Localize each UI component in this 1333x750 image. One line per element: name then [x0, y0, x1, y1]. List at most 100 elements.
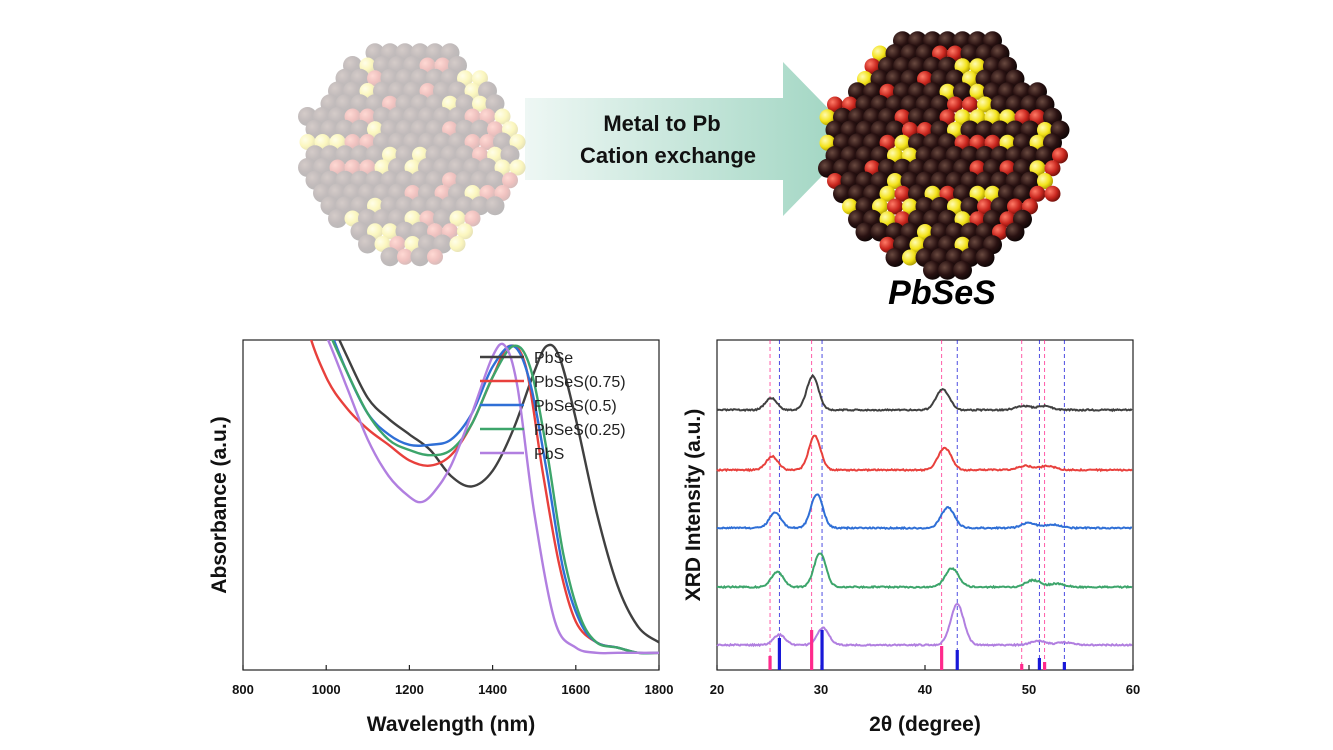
atom-sphere — [455, 196, 475, 216]
atom-sphere — [947, 96, 963, 113]
xrd-x-ticks: 20 30 40 50 60 — [710, 665, 1140, 697]
atom-sphere — [960, 44, 980, 63]
xrd-line-pbse — [716, 373, 1133, 413]
atom-sphere — [425, 43, 445, 63]
absorbance-legend: PbSe PbSeS(0.75) PbSeS(0.5) PbSeS(0.25) PbS — [480, 350, 626, 463]
atom-sphere — [479, 134, 496, 150]
atom-sphere — [328, 209, 347, 228]
atom-sphere — [433, 234, 452, 254]
atom-sphere — [457, 223, 473, 240]
atom-sphere — [1020, 95, 1040, 114]
atom-sphere — [500, 145, 520, 165]
atom-sphere — [427, 248, 443, 265]
atom-sphere — [485, 94, 505, 114]
absorbance-x-ticks: 800 1000 1200 1400 1600 1800 — [232, 665, 673, 697]
atom-sphere — [1013, 184, 1032, 204]
atom-sphere — [320, 119, 340, 139]
atom-sphere — [894, 185, 911, 202]
xrd-series — [716, 373, 1133, 648]
atom-sphere — [502, 172, 518, 189]
atom-sphere — [990, 120, 1010, 140]
atom-sphere — [1044, 185, 1061, 202]
atom-sphere — [885, 248, 905, 267]
atom-sphere — [1005, 95, 1025, 114]
atom-sphere — [449, 210, 466, 227]
atom-sphere — [908, 107, 927, 127]
atom-sphere — [380, 247, 400, 267]
atom-sphere — [470, 119, 490, 139]
atom-sphere — [923, 260, 942, 280]
reference-stick — [955, 650, 959, 670]
atom-sphere — [902, 249, 918, 266]
atom-sphere — [885, 120, 905, 140]
x-tick-label: 1800 — [645, 682, 674, 697]
legend-label: PbS — [534, 446, 564, 463]
atom-sphere — [1029, 185, 1046, 202]
atom-sphere — [1035, 146, 1055, 165]
schematic: Metal to Pb Cation exchange PbSeS — [298, 31, 1070, 312]
atom-sphere — [433, 209, 452, 228]
atom-sphere — [977, 96, 993, 113]
reference-stick — [1062, 662, 1066, 670]
legend-label: PbSeS(0.25) — [534, 422, 626, 439]
atom-sphere — [382, 223, 398, 240]
legend-label: PbSeS(0.5) — [534, 398, 617, 415]
atom-sphere — [1005, 222, 1025, 242]
atom-sphere — [350, 119, 370, 139]
xrd-line-pbs — [716, 602, 1133, 648]
series-line-pbse — [338, 340, 659, 644]
legend-label: PbSe — [534, 350, 573, 367]
atom-sphere — [975, 120, 995, 140]
xrd-y-axis-title: XRD Intensity (a.u.) — [682, 409, 705, 602]
atom-sphere — [938, 260, 957, 280]
atom-sphere — [818, 158, 837, 178]
cation-exchange-arrow — [525, 62, 858, 216]
precursor-nanocrystal — [298, 43, 526, 267]
atom-sphere — [358, 234, 377, 254]
atom-sphere — [470, 196, 490, 216]
absorbance-series — [309, 340, 659, 655]
atom-sphere — [962, 96, 978, 113]
xrd-line-pbses-0-25- — [716, 552, 1133, 590]
reference-stick — [768, 656, 772, 670]
xrd-chart: 20 30 40 50 60 2θ (degree) XRD Intensity (a.… — [682, 339, 1140, 736]
atom-sphere — [335, 145, 355, 165]
reference-stick — [820, 630, 824, 670]
atom-sphere — [494, 108, 511, 125]
atom-sphere — [990, 95, 1010, 114]
atom-sphere — [410, 247, 430, 267]
atom-sphere — [960, 120, 980, 140]
x-tick-label: 50 — [1022, 682, 1036, 697]
atom-sphere — [969, 83, 986, 100]
atom-sphere — [410, 196, 430, 216]
atom-sphere — [350, 94, 370, 114]
atom-sphere — [464, 210, 481, 227]
atom-sphere — [397, 248, 413, 265]
x-tick-label: 1600 — [561, 682, 590, 697]
product-label: PbSeS — [888, 274, 996, 312]
legend-label: PbSeS(0.75) — [534, 374, 626, 391]
xrd-line-pbses-0-75- — [716, 434, 1133, 473]
atom-sphere — [960, 197, 980, 216]
series-line-pbs — [326, 340, 659, 655]
atom-sphere — [953, 82, 972, 102]
atom-sphere — [1037, 173, 1053, 189]
x-tick-label: 1400 — [478, 682, 507, 697]
atom-sphere — [887, 198, 903, 215]
atom-sphere — [373, 209, 392, 228]
atom-sphere — [894, 134, 911, 151]
pbses-nanocrystal — [818, 31, 1070, 280]
atom-sphere — [470, 170, 490, 190]
arrow-label-line1: Metal to Pb — [603, 111, 720, 136]
reference-stick — [810, 630, 814, 670]
reference-stick — [1020, 664, 1024, 670]
atom-sphere — [509, 159, 526, 176]
reference-stick — [1037, 658, 1041, 670]
x-tick-label: 30 — [814, 682, 828, 697]
atom-sphere — [485, 196, 505, 216]
atom-sphere — [855, 222, 875, 242]
x-tick-label: 1200 — [395, 682, 424, 697]
absorbance-x-axis-title: Wavelength (nm) — [367, 713, 535, 736]
atom-sphere — [833, 184, 852, 204]
reference-stick — [940, 646, 944, 670]
